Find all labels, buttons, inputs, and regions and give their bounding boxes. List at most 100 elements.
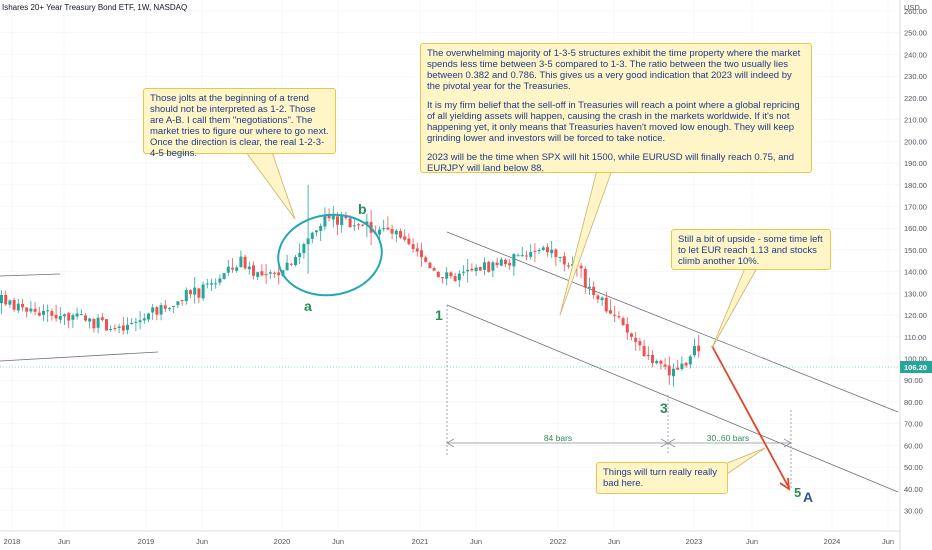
price-tick: 210.00 xyxy=(904,116,927,125)
candle xyxy=(520,246,524,257)
candle xyxy=(331,206,335,228)
candle xyxy=(499,257,503,267)
candle xyxy=(495,257,499,269)
ab-negotiation-circle xyxy=(277,213,383,297)
candle xyxy=(54,304,58,322)
candle xyxy=(256,271,260,281)
candle xyxy=(483,257,486,276)
candle xyxy=(487,260,491,273)
price-tick: 150.00 xyxy=(904,246,927,255)
candle xyxy=(470,263,474,272)
candle xyxy=(260,264,264,277)
candle xyxy=(596,294,600,304)
callout-jolts-text: Those jolts at the beginning of a trend … xyxy=(150,93,329,159)
candle xyxy=(491,260,495,278)
candle xyxy=(336,212,339,236)
candle xyxy=(676,359,680,371)
candle xyxy=(403,229,407,242)
candle xyxy=(567,262,570,269)
candle xyxy=(357,222,360,230)
price-tick: 50.00 xyxy=(904,463,923,472)
candle xyxy=(214,278,218,289)
time-tick: 2018 xyxy=(4,537,21,546)
candle xyxy=(529,244,533,260)
callout-upside-text: Still a bit of upside - some time left t… xyxy=(678,234,823,267)
price-tick: 100.00 xyxy=(904,355,927,364)
wave-label-3: 3 xyxy=(660,400,668,416)
candle xyxy=(4,290,8,306)
candle xyxy=(247,261,251,275)
wave-label-a: a xyxy=(304,298,312,314)
candle xyxy=(306,184,310,274)
candle xyxy=(424,255,428,263)
price-axis[interactable]: 260.00 250.00 240.00 230.00 220.00 210.00 200.… xyxy=(904,7,927,516)
candle xyxy=(382,219,386,232)
candle xyxy=(302,242,306,259)
price-tick: 220.00 xyxy=(904,94,927,103)
candle xyxy=(285,254,289,271)
callout-bad-text: Things will turn really really bad here. xyxy=(603,467,718,489)
candle xyxy=(583,266,587,294)
callout-structure-p3: 2023 will be the time when SPX will hit … xyxy=(427,152,794,174)
price-tick: 160.00 xyxy=(904,224,927,233)
candle xyxy=(25,307,29,318)
candle xyxy=(8,299,12,308)
price-tick: 180.00 xyxy=(904,181,927,190)
candle xyxy=(625,317,629,340)
candle xyxy=(680,356,684,371)
candle xyxy=(655,359,659,365)
price-tick: 70.00 xyxy=(904,420,923,429)
candle xyxy=(273,271,276,278)
candle xyxy=(558,256,562,263)
time-axis[interactable]: 2018 Jun 2019 Jun 2020 Jun 2021 Jun 2022 Jun 2023 J… xyxy=(4,537,894,546)
candle xyxy=(37,306,41,317)
wave-label-b: b xyxy=(358,201,367,217)
candle xyxy=(646,346,650,360)
candle xyxy=(197,287,201,304)
candle xyxy=(663,358,667,370)
price-tick: 170.00 xyxy=(904,202,927,211)
candle xyxy=(289,262,293,267)
candle xyxy=(415,242,419,257)
candle xyxy=(621,316,625,326)
candle xyxy=(184,287,188,305)
candle xyxy=(58,307,62,324)
candle xyxy=(537,248,541,254)
candle xyxy=(222,272,226,280)
candle xyxy=(466,259,470,283)
candle xyxy=(12,297,16,312)
candle xyxy=(130,317,134,325)
candle xyxy=(201,281,205,301)
candle xyxy=(512,253,516,276)
price-tick: 250.00 xyxy=(904,29,927,38)
candle xyxy=(478,266,482,271)
time-tick: 2020 xyxy=(274,537,291,546)
candle xyxy=(88,317,92,329)
candle xyxy=(239,250,243,268)
time-tick: 2022 xyxy=(550,537,567,546)
candle xyxy=(226,259,230,276)
candle xyxy=(168,307,171,311)
candle xyxy=(210,278,213,292)
candle xyxy=(474,264,478,276)
candle xyxy=(554,248,558,266)
candle xyxy=(50,308,54,321)
candle xyxy=(117,323,121,334)
candle xyxy=(138,311,142,330)
candle xyxy=(651,350,654,368)
time-tick: Jun xyxy=(196,537,208,546)
trend-channel xyxy=(0,231,899,493)
candle xyxy=(634,331,638,351)
candle xyxy=(113,324,117,332)
candle xyxy=(96,314,100,334)
price-tick: 240.00 xyxy=(904,50,927,59)
wave-label-1: 1 xyxy=(435,307,443,323)
candle xyxy=(659,360,663,370)
candle xyxy=(46,304,50,322)
candle xyxy=(180,299,184,306)
candle xyxy=(0,290,3,315)
candle xyxy=(121,316,125,335)
candle xyxy=(29,301,33,314)
candle xyxy=(243,254,247,270)
